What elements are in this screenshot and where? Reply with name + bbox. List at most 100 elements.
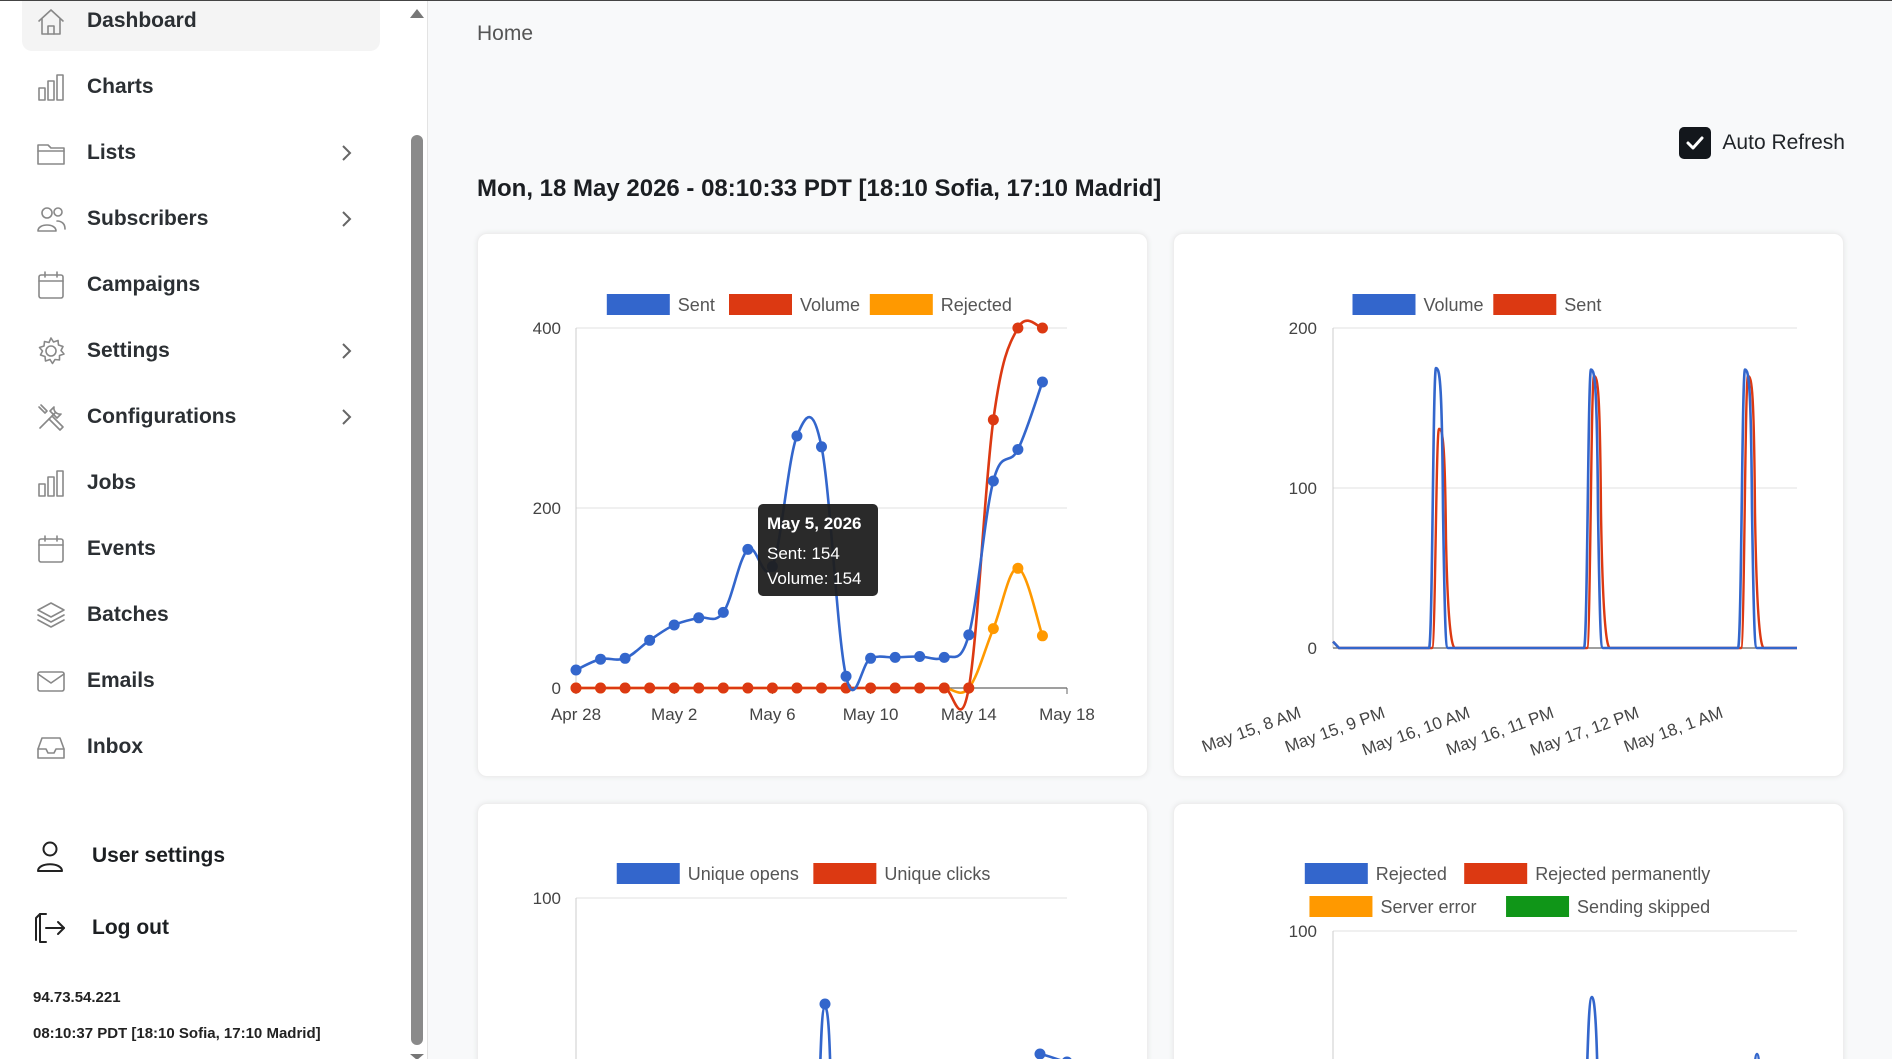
data-point [914,682,926,694]
data-point [889,682,901,694]
legend-label: Rejected permanently [1535,864,1710,884]
sidebar-item-label: Events [87,537,156,560]
envelope-icon [34,664,68,698]
x-tick-label: May 6 [749,705,795,724]
data-point [570,682,582,694]
legend-label: Volume [1424,295,1484,315]
series-line-sent [1332,374,1797,650]
y-tick-label: 0 [552,679,561,698]
data-point [668,682,680,694]
data-point [987,623,999,635]
chart-card-rejections: 100 Rejected Rejected permanently Server er… [1173,803,1844,1059]
sidebar-item-label: Batches [87,603,169,626]
user-settings-link[interactable]: User settings [32,831,225,881]
data-point [938,651,950,663]
data-point [717,682,729,694]
chevron-right-icon[interactable] [334,339,358,363]
sidebar-item-label: Charts [87,75,154,98]
data-point [889,651,901,663]
data-point [1012,444,1024,455]
legend-label: Unique clicks [884,864,990,884]
chevron-right-icon[interactable] [334,405,358,429]
sidebar-time: 08:10:37 PDT [18:10 Sofia, 17:10 Madrid] [33,1025,321,1042]
sidebar-item-jobs[interactable]: Jobs [22,453,380,513]
sidebar: Dashboard Charts Lists Subscribers Campaigns… [0,1,428,1059]
data-point [1036,322,1048,334]
legend-swatch [1304,863,1368,884]
chart-card-sent-volume: 0 200 400 Apr 28 May 2 May 6 May 10 May 14 May 1… [477,233,1148,777]
sidebar-item-lists[interactable]: Lists [22,123,380,183]
auto-refresh-toggle[interactable]: Auto Refresh [1679,127,1845,159]
sidebar-item-subscribers[interactable]: Subscribers [22,189,380,249]
y-tick-label: 200 [1289,319,1317,338]
sidebar-item-label: Settings [87,339,170,362]
calendar-icon [34,268,68,302]
layers-icon [34,598,68,632]
sidebar-item-batches[interactable]: Batches [22,585,380,645]
data-point [938,682,950,694]
chevron-right-icon[interactable] [334,141,358,165]
sidebar-item-emails[interactable]: Emails [22,651,380,711]
auto-refresh-label: Auto Refresh [1722,131,1845,154]
tooltip-title: May 5, 2026 [767,514,862,533]
scroll-down-arrow[interactable] [410,1054,424,1059]
data-point [766,682,778,694]
scroll-up-arrow[interactable] [410,9,424,18]
data-point [1036,376,1048,388]
legend-label: Volume [800,295,860,315]
legend-swatch [606,294,670,315]
chart-card-hourly: 0 100 200 May 15, 8 AM May 15, 9 PM May 16, 1… [1173,233,1844,777]
data-point [816,682,827,694]
user-settings-label: User settings [92,844,226,867]
legend-label: Sent [678,295,715,315]
tooltip-line: Volume: 154 [767,569,862,588]
folder-icon [34,136,68,170]
data-point [791,682,803,694]
calendar-icon [34,532,68,566]
check-icon [1686,136,1704,150]
auto-refresh-checkbox[interactable] [1679,127,1712,159]
data-point [742,682,754,694]
inbox-icon [34,730,68,764]
data-point [570,664,582,676]
sidebar-item-label: Configurations [87,405,237,428]
sidebar-item-label: Subscribers [87,207,209,230]
y-tick-label: 100 [533,889,561,908]
legend-swatch [1464,863,1528,884]
legend-swatch [729,294,792,315]
legend-label: Server error [1380,897,1476,917]
data-point [668,619,680,631]
sidebar-item-configurations[interactable]: Configurations [22,387,380,447]
data-point [1034,1048,1046,1059]
legend-swatch [1309,896,1373,917]
data-point [865,682,877,694]
breadcrumb[interactable]: Home [477,22,534,45]
legend-label: Rejected [941,295,1012,315]
tooltip-box [758,504,878,596]
sidebar-item-settings[interactable]: Settings [22,321,380,381]
chevron-right-icon[interactable] [334,207,358,231]
sidebar-item-charts[interactable]: Charts [22,57,380,117]
data-point [963,682,975,694]
data-point [619,652,631,664]
data-point [840,670,852,682]
sidebar-item-campaigns[interactable]: Campaigns [22,255,380,315]
scrollbar-thumb[interactable] [411,135,423,1045]
sidebar-item-label: Campaigns [87,273,201,296]
x-tick-label: May 10 [843,705,899,724]
x-tick-label: May 2 [651,705,697,724]
data-point [595,653,607,665]
x-tick-label: Apr 28 [551,705,601,724]
data-point [791,430,803,442]
sidebar-item-events[interactable]: Events [22,519,380,579]
legend-label: Rejected [1376,864,1447,884]
sidebar-item-dashboard[interactable]: Dashboard [22,1,380,51]
logout-link[interactable]: Log out [32,903,169,953]
y-tick-label: 0 [1308,639,1317,658]
user-icon [37,841,63,872]
sidebar-item-inbox[interactable]: Inbox [22,717,380,777]
data-point [644,634,656,646]
legend-swatch [1352,294,1416,315]
data-point [963,629,975,641]
